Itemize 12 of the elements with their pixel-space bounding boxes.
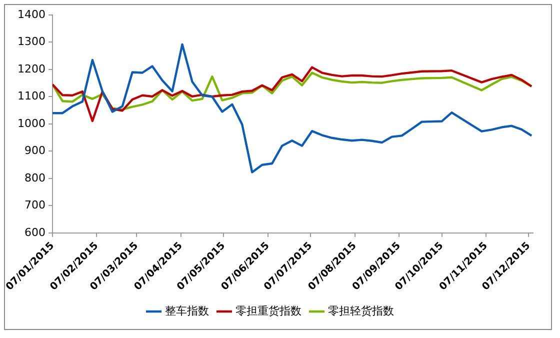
y-tick-label: 1100 bbox=[18, 90, 46, 103]
y-tick-label: 900 bbox=[24, 144, 46, 158]
y-tick-label: 700 bbox=[24, 198, 46, 212]
legend-label: 零担重货指数 bbox=[235, 304, 302, 318]
legend-label: 整车指数 bbox=[164, 304, 209, 318]
y-tick-label: 600 bbox=[24, 226, 46, 239]
y-tick-label: 1000 bbox=[18, 116, 46, 130]
y-tick-label: 1200 bbox=[18, 62, 46, 76]
legend-label: 零担轻货指数 bbox=[328, 304, 394, 318]
y-tick-label: 800 bbox=[24, 171, 46, 184]
y-tick-label: 1400 bbox=[18, 8, 46, 21]
y-tick-label: 1300 bbox=[18, 35, 46, 48]
